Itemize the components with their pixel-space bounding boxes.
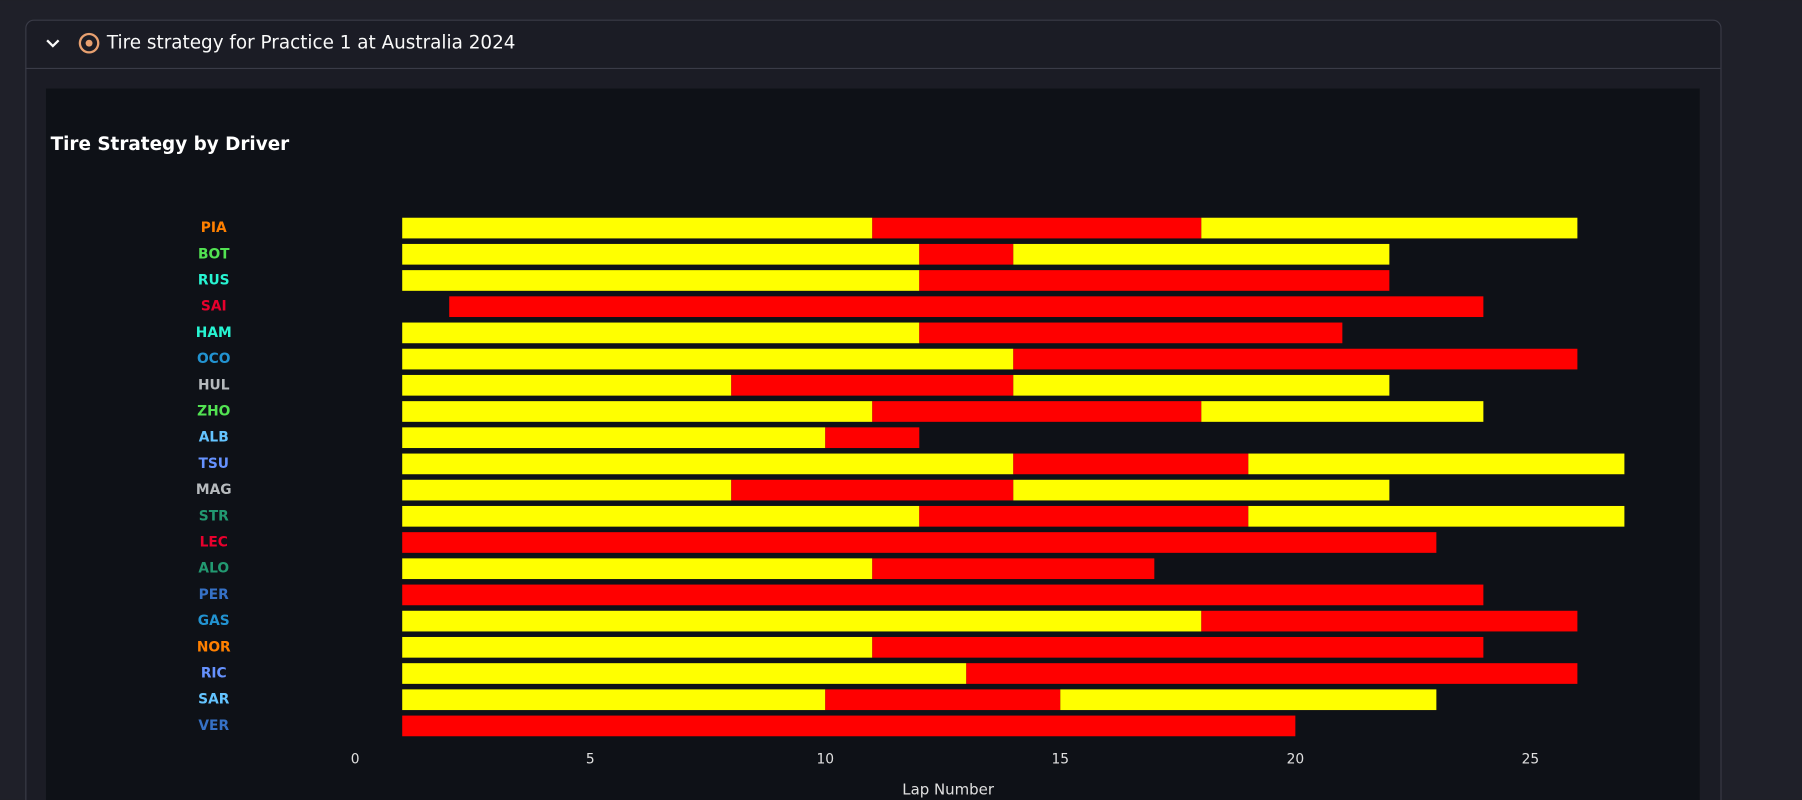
driver-label: SAI — [201, 299, 227, 315]
stint-bar — [1013, 453, 1249, 475]
stint-bar — [731, 374, 1014, 396]
stint-bar — [872, 217, 1202, 239]
stint-bar — [919, 505, 1249, 527]
stint-bar — [1013, 374, 1390, 396]
stint-bar — [1248, 453, 1625, 475]
plot: 0 5 10 15 20 25 PIA BOT RUS SAI HAM OCO HUL ZHO ALB TSU… — [196, 217, 1625, 768]
stint-bar — [1201, 217, 1578, 239]
stint-bar — [402, 505, 920, 527]
stint-bar — [402, 453, 1014, 475]
stint-bar — [1201, 610, 1578, 632]
tire-icon-hub — [85, 39, 93, 47]
stint-bar — [402, 663, 967, 684]
driver-label: NOR — [197, 639, 231, 655]
stint-bar — [919, 270, 1390, 291]
stint-bar — [1013, 479, 1390, 501]
stint-bar — [402, 636, 873, 658]
stint-bar — [402, 532, 1437, 553]
stint-bar — [872, 636, 1484, 658]
expander-title[interactable]: Tire strategy for Practice 1 at Australi… — [106, 33, 516, 54]
stint-bar — [449, 296, 1484, 318]
stint-bar — [919, 322, 1343, 344]
stint-bar — [731, 479, 1014, 501]
stint-bar — [402, 348, 1014, 370]
x-tick-label: 0 — [351, 752, 360, 768]
stint-bar — [402, 374, 732, 396]
driver-label: HAM — [196, 325, 232, 341]
x-tick-label: 20 — [1287, 752, 1305, 768]
driver-label: GAS — [198, 613, 230, 629]
stint-bar — [402, 401, 873, 422]
driver-label: OCO — [197, 351, 231, 367]
stint-bar — [402, 322, 920, 344]
driver-label: VER — [198, 718, 229, 734]
driver-label: ALO — [198, 561, 229, 577]
expander-header[interactable]: Tire strategy for Practice 1 at Australi… — [46, 32, 516, 54]
driver-label: ZHO — [197, 403, 231, 419]
tire-icon — [78, 32, 100, 54]
stint-bar — [402, 217, 873, 239]
driver-label: SAR — [198, 692, 230, 708]
stint-bar — [402, 610, 1202, 632]
driver-label: BOT — [198, 246, 230, 262]
stint-bar — [1201, 401, 1484, 422]
stint-bar — [825, 427, 920, 449]
driver-label: STR — [199, 508, 229, 524]
stint-bar — [402, 558, 873, 580]
driver-label: HUL — [198, 377, 230, 393]
stint-bar — [402, 243, 920, 265]
driver-label: ALB — [199, 430, 229, 446]
driver-label: RUS — [198, 272, 230, 288]
stint-bar — [402, 270, 920, 291]
driver-label: RIC — [201, 666, 227, 682]
stint-bar — [1060, 689, 1437, 711]
stint-bar — [402, 479, 732, 501]
x-tick-label: 5 — [586, 752, 595, 768]
driver-label: TSU — [198, 456, 229, 472]
driver-label: PER — [199, 587, 230, 603]
stint-bar — [872, 558, 1155, 580]
stint-bar — [1248, 505, 1625, 527]
driver-label: LEC — [200, 535, 228, 551]
x-tick-label: 10 — [817, 752, 835, 768]
driver-label: PIA — [201, 220, 227, 236]
stint-bar — [825, 689, 1061, 711]
x-tick-label: 25 — [1522, 752, 1540, 768]
stint-bar — [402, 584, 1484, 606]
chevron[interactable] — [46, 39, 60, 48]
stint-bar — [1013, 243, 1390, 265]
stint-bar — [1013, 348, 1578, 370]
chart-title: Tire Strategy by Driver — [51, 134, 291, 155]
stint-bar — [402, 715, 1296, 737]
x-axis-title: Lap Number — [902, 781, 995, 799]
stint-bar — [402, 689, 826, 711]
stint-bar — [872, 401, 1202, 422]
x-tick-label: 15 — [1052, 752, 1070, 768]
driver-label: MAG — [196, 482, 232, 498]
stint-bar — [402, 427, 826, 449]
stint-bar — [919, 243, 1014, 265]
stint-bar — [966, 663, 1578, 684]
